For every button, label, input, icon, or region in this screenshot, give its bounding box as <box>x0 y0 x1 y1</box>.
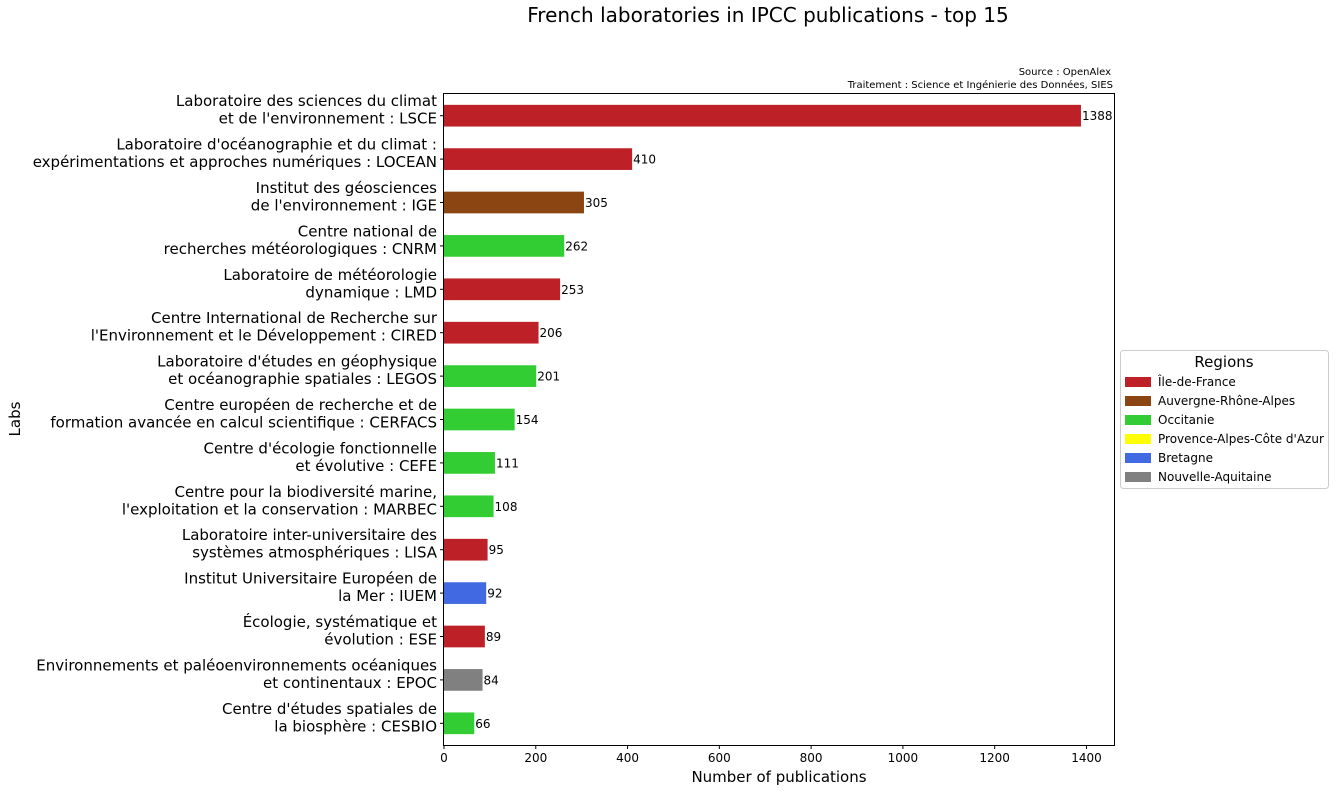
x-tick-label: 1200 <box>979 751 1010 765</box>
x-tick-label: 800 <box>800 751 823 765</box>
bar <box>444 452 495 474</box>
chart-title: French laboratories in IPCC publications… <box>527 3 1009 27</box>
x-axis-ticks: 0 200 400 600 800 1000 1200 1400 <box>440 745 1102 765</box>
y-tick-label: Environnements et paléoenvironnements oc… <box>36 656 437 692</box>
bar <box>444 408 515 431</box>
x-tick-label: 400 <box>616 751 639 765</box>
y-tick-label: Institut Universitaire Européen de la Mer… <box>184 570 437 606</box>
y-tick-label: Centre national de recherches météorologi… <box>164 222 437 258</box>
legend-entries: Île-de-France Auvergne-Rhône-Alpes Occitan… <box>1125 374 1324 484</box>
source-line-2: Traitement : Science et Ingénierie des D… <box>847 79 1113 91</box>
x-axis-label: Number of publications <box>691 768 866 786</box>
legend-label: Bretagne <box>1158 451 1213 465</box>
bar <box>444 365 537 387</box>
legend-box <box>1120 350 1329 489</box>
legend-swatch <box>1125 453 1151 463</box>
bar <box>444 278 561 301</box>
value-label: 108 <box>495 500 518 514</box>
bar <box>444 148 633 170</box>
legend-swatch <box>1125 377 1151 387</box>
bar <box>444 235 565 257</box>
y-tick-label: Institut des géosciences de l'environneme… <box>251 179 437 215</box>
y-tick-label: Écologie, systématique et évolution : ESE <box>243 612 437 649</box>
legend-swatch <box>1125 472 1151 482</box>
legend-label: Nouvelle-Aquitaine <box>1158 470 1271 484</box>
x-tick-label: 200 <box>524 751 547 765</box>
value-label: 410 <box>633 153 656 167</box>
legend-swatch <box>1125 415 1151 425</box>
y-tick-label: Centre d'études spatiales de la biosphère… <box>222 700 437 736</box>
value-label: 92 <box>487 587 502 601</box>
y-tick-label: Centre pour la biodiversité marine, l'exp… <box>122 483 437 519</box>
bar <box>444 538 488 561</box>
legend-label: Occitanie <box>1158 413 1214 427</box>
value-label: 206 <box>540 326 563 340</box>
value-label: 84 <box>484 673 499 687</box>
bar <box>444 321 539 344</box>
legend-swatch <box>1125 434 1151 444</box>
bars-layer <box>444 104 1081 735</box>
y-tick-label: Laboratoire de météorologie dynamique : L… <box>223 266 437 302</box>
x-tick-label: 1000 <box>888 751 919 765</box>
value-label: 95 <box>489 543 504 557</box>
source-line-1: Source : OpenAlex <box>1019 67 1111 78</box>
y-tick-label: Centre européen de recherche et de format… <box>50 396 437 432</box>
value-label: 89 <box>486 630 501 644</box>
plot-frame <box>443 93 1115 746</box>
bar <box>444 712 475 735</box>
x-tick-label: 600 <box>708 751 731 765</box>
y-tick-label: Laboratoire inter-universitaire des systè… <box>182 526 438 562</box>
value-label: 1388 <box>1082 109 1113 123</box>
value-label: 253 <box>561 283 584 297</box>
legend-label: Île-de-France <box>1157 374 1236 389</box>
y-tick-label: Centre International de Recherche sur l'E… <box>91 309 438 345</box>
legend: Regions Île-de-France Auvergne-Rhône-Alpe… <box>1120 350 1329 489</box>
bar <box>444 582 487 604</box>
bar <box>444 104 1081 127</box>
value-label: 154 <box>516 413 539 427</box>
value-label: 262 <box>565 239 588 253</box>
value-label: 111 <box>496 456 519 470</box>
value-label: 305 <box>585 196 608 210</box>
x-tick-label: 1400 <box>1071 751 1102 765</box>
y-tick-label: Centre d'écologie fonctionnelle et évolut… <box>204 439 438 475</box>
legend-label: Auvergne-Rhône-Alpes <box>1158 394 1295 408</box>
bar <box>444 625 485 648</box>
value-label: 201 <box>537 370 560 384</box>
value-label: 66 <box>475 717 490 731</box>
y-tick-label: Laboratoire d'études en géophysique et oc… <box>157 353 437 389</box>
legend-swatch <box>1125 396 1151 406</box>
y-tick-label: Laboratoire des sciences du climat et de … <box>176 92 437 128</box>
x-tick-label: 0 <box>440 751 448 765</box>
y-tick-label: Laboratoire d'océanographie et du climat… <box>33 136 437 172</box>
legend-label: Provence-Alpes-Côte d'Azur <box>1158 432 1324 446</box>
y-tick-labels: Laboratoire des sciences du climat et de … <box>33 92 444 735</box>
y-axis-label: Labs <box>6 401 24 436</box>
bar <box>444 669 483 691</box>
value-labels: 1388 410 305 262 253 206 201 154 111 108 95 92 89 84 6… <box>475 109 1112 731</box>
legend-title: Regions <box>1194 353 1253 371</box>
bar <box>444 495 494 518</box>
bar <box>444 191 584 214</box>
